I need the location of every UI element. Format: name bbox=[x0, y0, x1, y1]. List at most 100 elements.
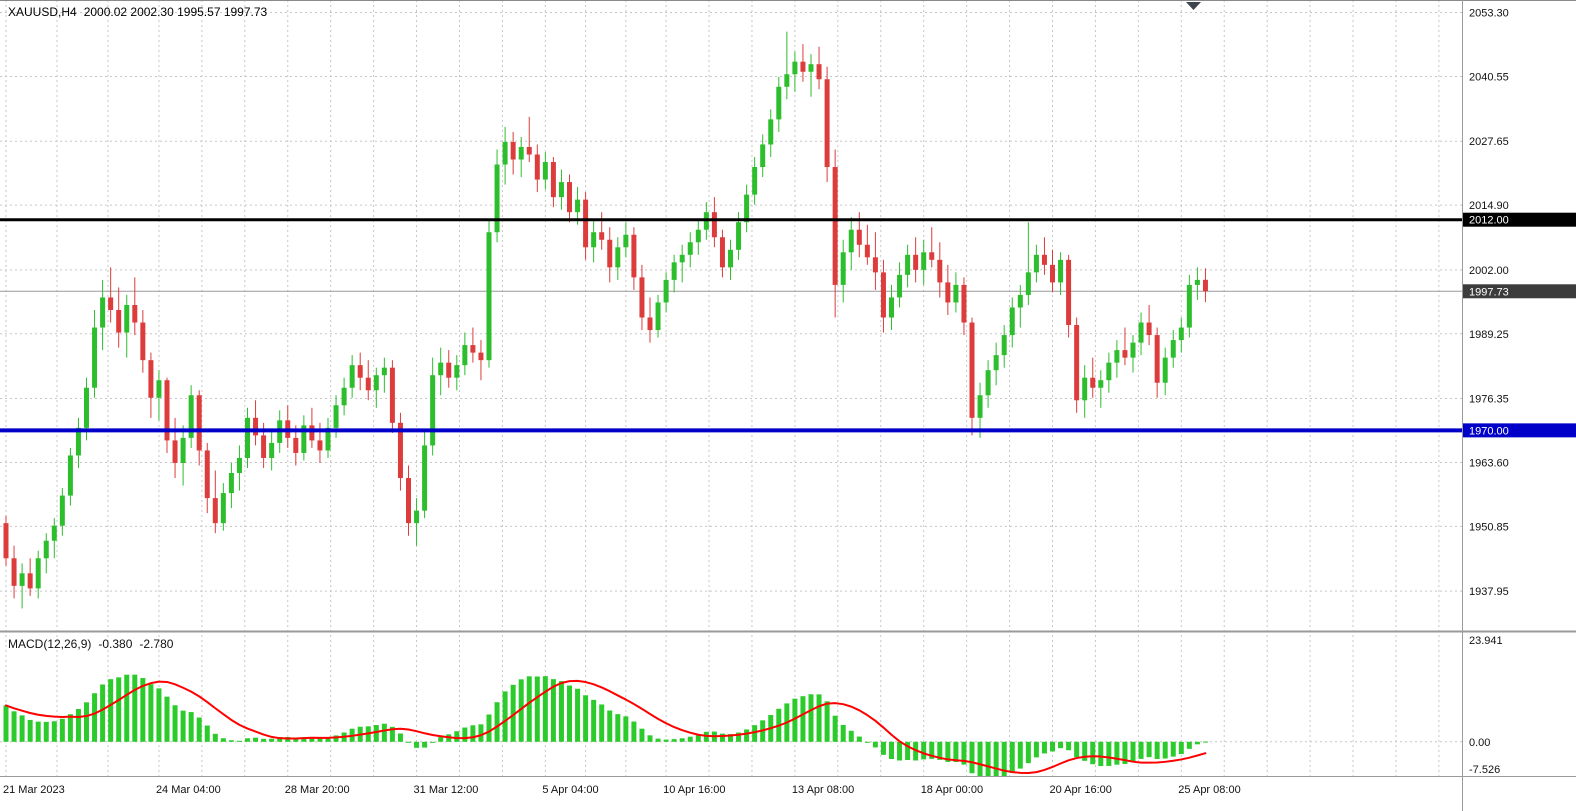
macd-bar bbox=[977, 741, 983, 776]
macd-bar bbox=[550, 679, 556, 742]
macd-bar bbox=[27, 719, 33, 742]
candle-body bbox=[502, 141, 508, 165]
macd-bar bbox=[1146, 741, 1152, 758]
candle-body bbox=[406, 478, 411, 524]
macd-bar bbox=[655, 738, 661, 742]
candle-body bbox=[631, 234, 637, 278]
candle-body bbox=[35, 558, 41, 589]
candle-body bbox=[937, 259, 943, 283]
candle-body bbox=[196, 395, 202, 451]
macd-bar bbox=[607, 710, 613, 742]
candle-body bbox=[67, 455, 73, 496]
macd-bar bbox=[856, 736, 862, 742]
candles-series[interactable] bbox=[3, 31, 1208, 609]
candle-body bbox=[1025, 272, 1031, 295]
candle-body bbox=[365, 377, 371, 391]
macd-bar bbox=[639, 728, 645, 742]
candle-body bbox=[575, 199, 581, 213]
macd-bar bbox=[969, 741, 975, 774]
candle-body bbox=[728, 249, 733, 268]
macd-bar bbox=[1098, 741, 1104, 767]
candle-body bbox=[872, 257, 878, 273]
candle-body bbox=[752, 167, 758, 195]
macd-bar bbox=[575, 688, 581, 742]
candle-body bbox=[381, 367, 387, 376]
time-label: 24 Mar 04:00 bbox=[156, 784, 221, 796]
macd-bar bbox=[534, 676, 540, 742]
candle-body bbox=[816, 64, 822, 80]
price-axis[interactable]: 2053.30 2040.55 2027.65 2014.90 2002.00 1989.… bbox=[1469, 8, 1509, 599]
candle-body bbox=[1130, 342, 1136, 358]
candle-body bbox=[848, 229, 854, 253]
candle-body bbox=[1058, 259, 1064, 283]
macd-tick-label: 0.00 bbox=[1469, 737, 1490, 749]
macd-axis[interactable]: 23.941 0.00 -7.526 bbox=[1469, 635, 1503, 776]
macd-bar bbox=[985, 741, 991, 776]
candle-body bbox=[977, 395, 983, 418]
macd-bar bbox=[228, 740, 234, 742]
candle-body bbox=[526, 146, 532, 155]
candle-body bbox=[11, 558, 17, 586]
macd-bar bbox=[695, 734, 701, 742]
macd-bar bbox=[736, 732, 742, 742]
price-tag-resistance-text: 2012.00 bbox=[1469, 215, 1509, 227]
candle-body bbox=[897, 274, 903, 298]
candle-body bbox=[430, 375, 436, 446]
candle-body bbox=[961, 284, 967, 323]
macd-bar bbox=[1162, 741, 1168, 759]
macd-bar bbox=[414, 741, 420, 748]
macd-bar bbox=[148, 684, 154, 742]
candle-body bbox=[671, 262, 677, 280]
time-label: 21 Mar 2023 bbox=[3, 784, 65, 796]
macd-bar bbox=[11, 711, 17, 742]
candle-body bbox=[132, 304, 138, 323]
macd-bar bbox=[470, 725, 476, 742]
candle-body bbox=[92, 327, 98, 388]
candle-body bbox=[542, 162, 548, 180]
macd-bar bbox=[719, 733, 725, 742]
candle-body bbox=[776, 86, 782, 120]
candle-body bbox=[695, 229, 701, 243]
candle-body bbox=[880, 272, 886, 318]
ohlc-readout: 2000.02 2002.30 1995.57 1997.73 bbox=[83, 5, 268, 19]
macd-bar bbox=[647, 735, 653, 742]
candle-body bbox=[301, 425, 307, 453]
candle-body bbox=[1114, 350, 1120, 363]
macd-bar bbox=[623, 716, 629, 742]
macd-bar bbox=[132, 674, 138, 742]
macd-bar bbox=[196, 717, 202, 742]
macd-bar bbox=[502, 691, 508, 742]
macd-bar bbox=[518, 679, 524, 742]
price-tick-label: 2053.30 bbox=[1469, 8, 1509, 20]
candle-body bbox=[164, 380, 170, 441]
macd-bar bbox=[438, 737, 444, 742]
candle-body bbox=[414, 510, 420, 524]
candle-body bbox=[333, 405, 339, 428]
candle-body bbox=[736, 222, 742, 250]
macd-bar bbox=[897, 741, 903, 761]
candle-body bbox=[43, 540, 49, 559]
candle-body bbox=[856, 229, 862, 245]
time-label: 5 Apr 04:00 bbox=[542, 784, 598, 796]
candle-body bbox=[832, 167, 838, 285]
candle-body bbox=[172, 440, 178, 463]
macd-bar bbox=[381, 723, 387, 742]
candle-body bbox=[792, 61, 798, 75]
candle-body bbox=[1017, 294, 1023, 308]
candle-body bbox=[1033, 254, 1039, 273]
macd-bar bbox=[51, 721, 57, 742]
chart-shift-marker-icon[interactable] bbox=[1186, 2, 1201, 10]
candle-body bbox=[913, 254, 919, 270]
candle-body bbox=[75, 427, 81, 456]
candle-body bbox=[719, 237, 725, 268]
macd-bar bbox=[1178, 741, 1184, 755]
candle-body bbox=[27, 573, 33, 589]
macd-bar bbox=[1130, 741, 1136, 763]
candle-body bbox=[679, 254, 685, 263]
candle-body bbox=[470, 345, 476, 353]
time-axis[interactable]: 21 Mar 2023 24 Mar 04:00 28 Mar 20:00 31 Ma… bbox=[3, 784, 1241, 796]
candle-body bbox=[921, 252, 927, 270]
macd-bar bbox=[1001, 741, 1007, 776]
